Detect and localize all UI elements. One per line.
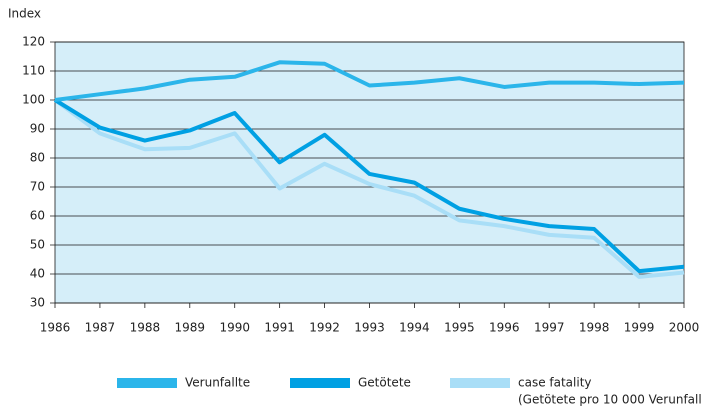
y-tick-label: 70 (30, 180, 45, 194)
y-tick-label: 40 (30, 267, 45, 281)
x-tick-label: 1991 (264, 321, 295, 335)
y-tick-label: 120 (22, 35, 45, 49)
x-tick-label: 2000 (669, 321, 700, 335)
y-tick-label: 50 (30, 238, 45, 252)
y-tick-label: 80 (30, 151, 45, 165)
x-tick-label: 1993 (354, 321, 385, 335)
legend-swatch (290, 378, 350, 388)
x-tick-label: 1990 (219, 321, 250, 335)
x-tick-label: 1989 (175, 321, 206, 335)
x-tick-label: 1998 (579, 321, 610, 335)
x-tick-label: 1995 (444, 321, 475, 335)
y-tick-label: 110 (22, 64, 45, 78)
legend-label: Verunfallte (185, 376, 250, 390)
legend-label: case fatality (518, 376, 592, 390)
y-tick-label: 90 (30, 122, 45, 136)
y-tick-label: 60 (30, 209, 45, 223)
plot-border (54, 41, 685, 304)
series-line (54, 60, 685, 102)
x-tick-label: 1997 (534, 321, 565, 335)
x-tick-label: 1986 (40, 321, 71, 335)
x-tick-label: 1988 (130, 321, 161, 335)
x-tick-label: 1987 (85, 321, 116, 335)
legend-swatch (117, 378, 177, 388)
legend-label: Getötete (358, 376, 411, 390)
series-line (53, 98, 685, 279)
y-tick-label: 100 (22, 93, 45, 107)
legend-note: (Getötete pro 10 000 Verunfallte) (518, 393, 701, 407)
y-axis-label: Index (8, 7, 41, 21)
legend-swatch (450, 378, 510, 388)
x-tick-label: 1994 (399, 321, 430, 335)
x-tick-label: 1996 (489, 321, 520, 335)
series-line (53, 98, 685, 274)
x-tick-label: 1992 (309, 321, 340, 335)
y-tick-label: 30 (30, 296, 45, 310)
x-tick-label: 1999 (624, 321, 655, 335)
